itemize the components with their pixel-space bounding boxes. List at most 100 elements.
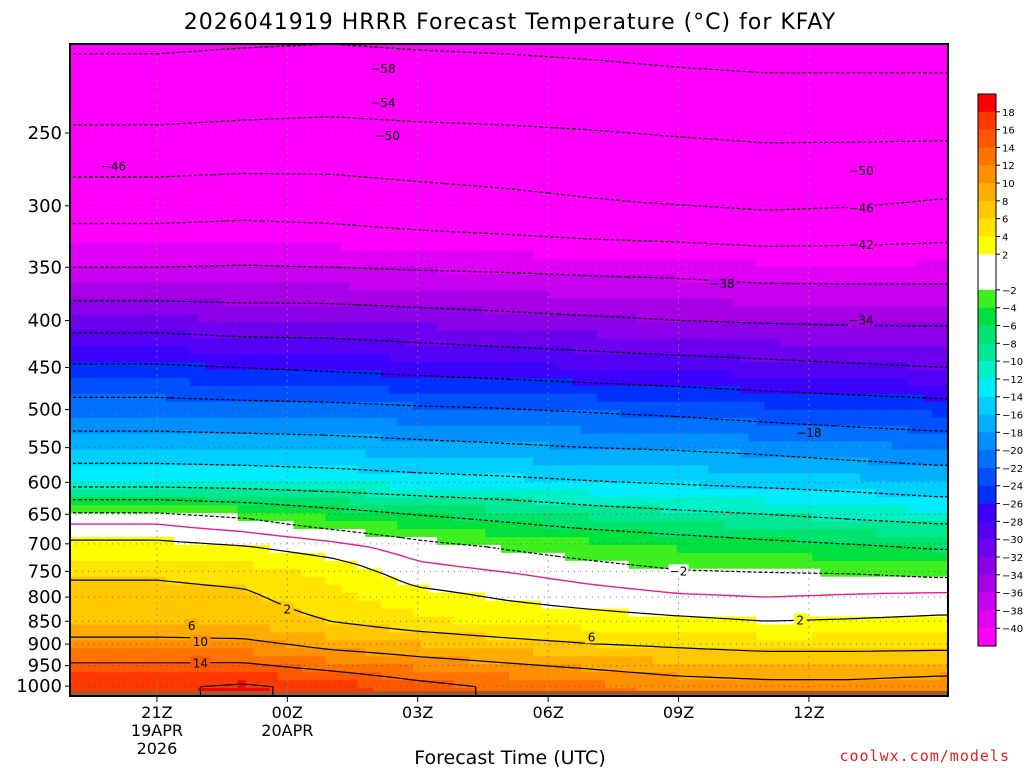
field-cell xyxy=(548,377,558,387)
field-cell xyxy=(405,139,414,148)
field-cell xyxy=(157,179,167,188)
field-cell xyxy=(261,155,271,164)
field-cell xyxy=(548,346,558,355)
field-cell xyxy=(700,115,710,125)
field-cell xyxy=(253,274,263,284)
field-cell xyxy=(788,131,797,141)
field-cell xyxy=(716,187,726,196)
field-cell xyxy=(828,203,837,212)
field-cell xyxy=(612,290,622,300)
field-cell xyxy=(245,401,255,411)
field-cell xyxy=(229,163,239,172)
field-cell xyxy=(261,282,271,292)
field-cell xyxy=(269,322,279,331)
field-cell xyxy=(189,298,199,307)
field-cell xyxy=(612,258,622,268)
field-cell xyxy=(684,44,694,53)
field-cell xyxy=(732,44,742,53)
field-cell xyxy=(237,258,247,268)
field-cell xyxy=(828,83,837,93)
field-cell xyxy=(373,218,382,228)
field-cell xyxy=(333,210,342,220)
field-cell xyxy=(764,346,773,355)
field-cell xyxy=(461,195,470,204)
field-cell xyxy=(101,330,111,339)
field-cell xyxy=(548,314,558,323)
field-cell xyxy=(501,44,510,53)
field-cell xyxy=(580,91,590,101)
field-cell xyxy=(213,330,223,339)
field-cell xyxy=(868,274,877,284)
field-cell xyxy=(756,298,766,307)
field-cell xyxy=(381,83,390,93)
field-cell xyxy=(381,338,390,347)
field-cell xyxy=(820,67,829,77)
field-cell xyxy=(604,354,614,363)
field-cell xyxy=(373,322,382,331)
field-cell xyxy=(149,115,159,125)
field-cell xyxy=(469,83,478,93)
field-cell xyxy=(445,226,454,236)
field-cell xyxy=(309,179,319,188)
field-cell xyxy=(748,234,758,244)
field-cell xyxy=(604,346,614,355)
field-cell xyxy=(397,377,406,387)
field-cell xyxy=(365,306,374,315)
field-cell xyxy=(860,393,869,403)
field-cell xyxy=(389,266,398,276)
field-cell xyxy=(477,171,486,180)
field-cell xyxy=(189,258,199,268)
field-cell xyxy=(724,139,734,148)
field-cell xyxy=(229,187,239,196)
field-cell xyxy=(189,354,199,363)
field-cell xyxy=(325,338,334,347)
field-cell xyxy=(269,258,279,268)
field-cell xyxy=(660,354,670,363)
field-cell xyxy=(900,242,909,252)
field-cell xyxy=(588,234,598,244)
field-cell xyxy=(109,91,119,101)
field-cell xyxy=(804,83,813,93)
field-cell xyxy=(413,354,422,363)
field-cell xyxy=(892,354,901,363)
field-cell xyxy=(77,131,87,141)
field-cell xyxy=(357,242,366,252)
field-cell xyxy=(548,298,558,307)
field-cell xyxy=(724,99,734,109)
field-cell xyxy=(604,139,614,148)
field-cell xyxy=(764,99,773,109)
field-cell xyxy=(516,354,526,363)
field-cell xyxy=(876,242,885,252)
field-cell xyxy=(932,282,941,292)
field-cell xyxy=(461,99,470,109)
field-cell xyxy=(732,385,742,395)
field-cell xyxy=(357,385,366,395)
field-cell xyxy=(748,107,758,117)
field-cell xyxy=(445,163,454,172)
field-cell xyxy=(660,171,670,180)
field-cell xyxy=(748,83,758,93)
field-cell xyxy=(70,163,79,172)
field-cell xyxy=(716,258,726,268)
field-cell xyxy=(892,338,901,347)
field-cell xyxy=(876,314,885,323)
field-cell xyxy=(732,59,742,69)
field-cell xyxy=(469,362,478,371)
field-cell xyxy=(333,322,342,331)
field-cell xyxy=(397,234,406,244)
field-cell xyxy=(852,330,861,339)
field-cell xyxy=(501,250,510,260)
field-cell xyxy=(277,195,287,204)
field-cell xyxy=(684,385,694,395)
field-cell xyxy=(764,250,773,260)
field-cell xyxy=(421,44,430,53)
field-cell xyxy=(197,290,207,300)
field-cell xyxy=(916,218,925,228)
field-cell xyxy=(652,354,662,363)
field-cell xyxy=(197,258,207,268)
field-cell xyxy=(668,75,678,85)
field-cell xyxy=(277,187,287,196)
field-cell xyxy=(221,306,231,315)
field-cell xyxy=(668,282,678,292)
field-cell xyxy=(908,131,917,141)
